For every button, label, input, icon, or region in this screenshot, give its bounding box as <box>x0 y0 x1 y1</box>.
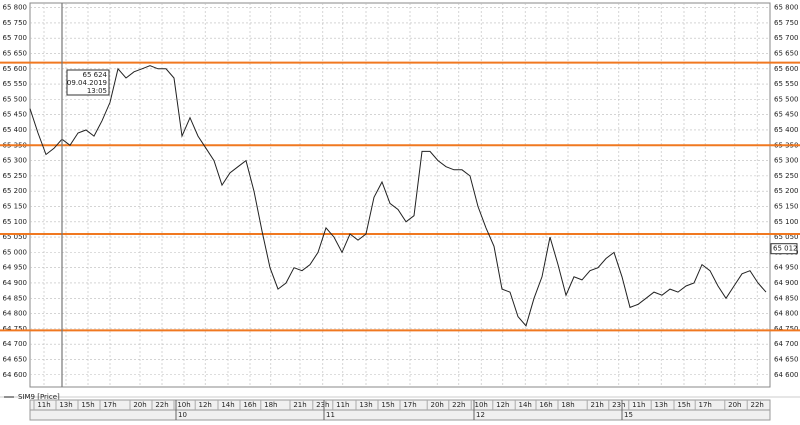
crosshair-date: 09.04.2019 <box>67 79 107 87</box>
y-tick-label-right: 64 600 <box>774 371 799 379</box>
x-tick-label: 17h <box>403 401 416 409</box>
x-tick-label: 15h <box>81 401 94 409</box>
y-tick-label-left: 64 750 <box>3 325 28 333</box>
x-tick-label: 11h <box>632 401 645 409</box>
x-tick-label: 20h <box>728 401 741 409</box>
y-tick-label-right: 64 800 <box>774 310 799 318</box>
y-tick-label-left: 65 150 <box>3 202 28 210</box>
x-tick-label: 14h <box>519 401 532 409</box>
x-tick-label: 21h <box>293 401 306 409</box>
x-tick-label: 10h <box>177 401 190 409</box>
y-tick-label-right: 65 150 <box>774 202 799 210</box>
y-tick-label-right: 65 750 <box>774 19 799 27</box>
day-label: 15 <box>624 411 633 419</box>
crosshair-time: 13:05 <box>87 87 107 95</box>
crosshair-box <box>66 69 110 96</box>
y-tick-label-right: 65 400 <box>774 126 799 134</box>
y-tick-label-left: 65 000 <box>3 248 28 256</box>
x-tick-label: 10h <box>475 401 488 409</box>
x-tick-label: 15h <box>381 401 394 409</box>
y-tick-label-left: 65 100 <box>3 218 28 226</box>
y-tick-label-left: 65 750 <box>3 19 28 27</box>
y-tick-label-right: 65 600 <box>774 65 799 73</box>
x-tick-label: 22h <box>452 401 465 409</box>
day-label: 12 <box>476 411 485 419</box>
y-tick-label-right: 64 900 <box>774 279 799 287</box>
y-tick-label-right: 64 650 <box>774 355 799 363</box>
y-tick-label-left: 64 950 <box>3 264 28 272</box>
y-tick-label-right: 65 650 <box>774 49 799 57</box>
x-tick-label: 12h <box>496 401 509 409</box>
y-tick-label-left: 65 650 <box>3 49 28 57</box>
y-tick-label-left: 64 850 <box>3 294 28 302</box>
y-tick-label-right: 64 950 <box>774 264 799 272</box>
y-tick-label-left: 64 900 <box>3 279 28 287</box>
x-tick-label: 11h <box>37 401 50 409</box>
y-tick-label-left: 65 600 <box>3 65 28 73</box>
x-tick-label: 22h <box>751 401 764 409</box>
y-tick-label-right: 64 700 <box>774 340 799 348</box>
x-tick-label: 16h <box>539 401 552 409</box>
y-tick-label-right: 65 050 <box>774 233 799 241</box>
x-tick-label: 18h <box>264 401 277 409</box>
x-tick-label: 21h <box>591 401 604 409</box>
x-tick-label: 13h <box>655 401 668 409</box>
y-tick-label-right: 65 550 <box>774 80 799 88</box>
y-tick-label-left: 65 550 <box>3 80 28 88</box>
day-label: 10 <box>178 411 187 419</box>
x-tick-label: 12h <box>199 401 212 409</box>
y-tick-label-left: 65 500 <box>3 95 28 103</box>
day-label: 11 <box>326 411 335 419</box>
x-tick-label: 20h <box>431 401 444 409</box>
y-tick-label-left: 65 300 <box>3 157 28 165</box>
x-tick-label: 17h <box>103 401 116 409</box>
x-tick-label: 15h <box>677 401 690 409</box>
last-price-label: 65 012 <box>773 245 798 253</box>
y-tick-label-right: 65 500 <box>774 95 799 103</box>
y-tick-label-right: 65 700 <box>774 34 799 42</box>
x-tick-label: 23h <box>316 401 329 409</box>
x-tick-label: 23h <box>612 401 625 409</box>
x-tick-label: 17h <box>699 401 712 409</box>
x-tick-label: 20h <box>133 401 146 409</box>
y-tick-label-left: 64 700 <box>3 340 28 348</box>
y-tick-label-right: 65 300 <box>774 157 799 165</box>
y-tick-label-left: 65 400 <box>3 126 28 134</box>
y-tick-label-left: 65 200 <box>3 187 28 195</box>
y-tick-label-left: 65 800 <box>3 4 28 12</box>
y-tick-label-right: 65 450 <box>774 111 799 119</box>
y-tick-label-left: 64 650 <box>3 355 28 363</box>
last-price-box <box>770 243 798 255</box>
y-tick-label-left: 65 250 <box>3 172 28 180</box>
y-tick-label-right: 65 250 <box>774 172 799 180</box>
y-tick-label-left: 64 600 <box>3 371 28 379</box>
x-tick-label: 13h <box>59 401 72 409</box>
price-line <box>29 65 767 327</box>
y-tick-label-left: 65 050 <box>3 233 28 241</box>
x-tick-label: 11h <box>336 401 349 409</box>
y-tick-label-right: 65 800 <box>774 4 799 12</box>
x-tick-label: 13h <box>359 401 372 409</box>
x-tick-label: 16h <box>243 401 256 409</box>
y-tick-label-right: 64 750 <box>774 325 799 333</box>
x-tick-label: 14h <box>221 401 234 409</box>
y-tick-label-left: 65 700 <box>3 34 28 42</box>
y-tick-label-left: 65 450 <box>3 111 28 119</box>
y-tick-label-left: 64 800 <box>3 310 28 318</box>
y-tick-label-right: 64 850 <box>774 294 799 302</box>
y-tick-label-right: 65 100 <box>774 218 799 226</box>
y-tick-label-right: 65 200 <box>774 187 799 195</box>
x-tick-label: 22h <box>155 401 168 409</box>
legend-label: SIM9 [Price] <box>18 393 60 401</box>
crosshair-value: 65 624 <box>83 71 108 79</box>
x-tick-label: 18h <box>561 401 574 409</box>
